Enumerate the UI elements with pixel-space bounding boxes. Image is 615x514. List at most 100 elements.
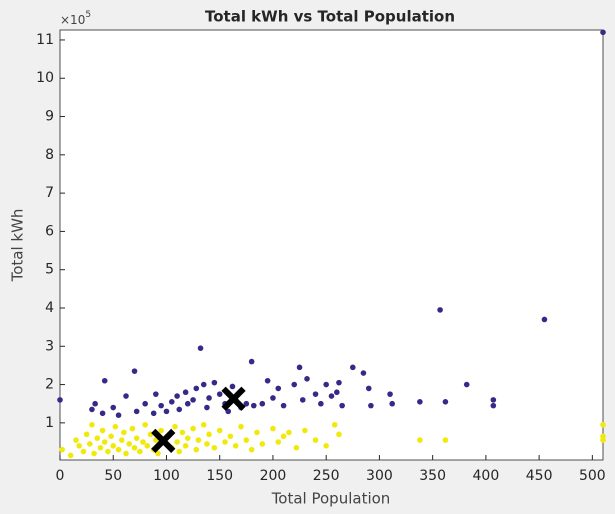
plot-area [59,29,604,461]
point [280,433,287,440]
point [108,433,114,440]
point [89,421,95,428]
point [133,435,140,441]
point [112,423,119,430]
point [110,443,117,449]
point [270,425,276,432]
y-tick-label: 10 [36,70,54,86]
point [389,400,395,407]
point [254,429,260,436]
y-tick-label: 9 [45,109,54,125]
point [299,397,306,403]
x-tick-label: 400 [473,468,500,484]
point [174,393,180,399]
x-tick-label: 200 [260,468,287,484]
point [248,358,255,365]
x-tick-label: 0 [56,468,65,484]
point [417,437,423,443]
point [101,439,108,445]
y-tick-label: 8 [45,147,54,163]
point [225,408,232,415]
point [80,448,87,455]
point [243,400,250,407]
point [600,433,606,440]
point [365,385,372,392]
point [490,397,497,403]
y-tick-label: 11 [36,32,54,48]
point [442,437,449,443]
point [184,400,191,407]
multiplier-exponent: 5 [85,10,91,20]
point [57,397,63,403]
point [206,395,212,401]
multiplier-base: ×10 [60,13,85,27]
point [243,437,250,443]
point [129,425,136,432]
point [349,364,356,371]
point [163,408,170,415]
y-tick-label: 5 [45,262,54,278]
point [238,423,244,430]
point [211,444,218,451]
point [368,402,374,409]
point [115,446,122,453]
point [168,398,175,405]
point [312,437,319,443]
point [387,391,393,397]
point [331,421,338,428]
x-tick-label: 50 [104,468,122,484]
point [318,400,324,407]
point [600,29,606,36]
point [92,400,98,407]
point [232,443,239,449]
point [89,406,95,413]
point [204,441,210,447]
point [193,385,200,392]
point [97,444,104,451]
point [222,439,228,445]
point [206,431,212,438]
point [182,389,189,396]
y-tick-label: 3 [45,338,54,354]
point [286,429,292,436]
point [142,400,148,407]
point [118,437,125,443]
point [264,377,271,384]
y-tick-label: 4 [45,300,54,316]
point [190,397,196,403]
point [94,435,101,441]
point [131,444,138,451]
point [179,429,186,436]
point [463,381,470,388]
point [137,448,143,455]
point [182,443,189,449]
point [123,450,129,457]
point [133,408,140,415]
point [600,437,606,443]
point [227,433,234,440]
x-tick-label: 150 [206,468,233,484]
point [250,402,257,409]
point [140,439,146,445]
x-tick-label: 450 [526,468,553,484]
point [490,402,497,409]
point [600,421,606,428]
point [105,448,111,455]
x-axis-label: Total Population [271,490,391,508]
point [270,395,276,401]
point [99,410,106,417]
point [76,443,82,449]
point [176,406,183,413]
x-tick-label: 350 [419,468,446,484]
point [541,316,548,323]
point [73,437,79,443]
point [155,450,161,457]
point [176,448,183,455]
point [323,443,329,449]
point [110,404,117,411]
point [142,421,148,428]
point [101,377,108,384]
point [144,443,151,449]
point [91,450,97,457]
